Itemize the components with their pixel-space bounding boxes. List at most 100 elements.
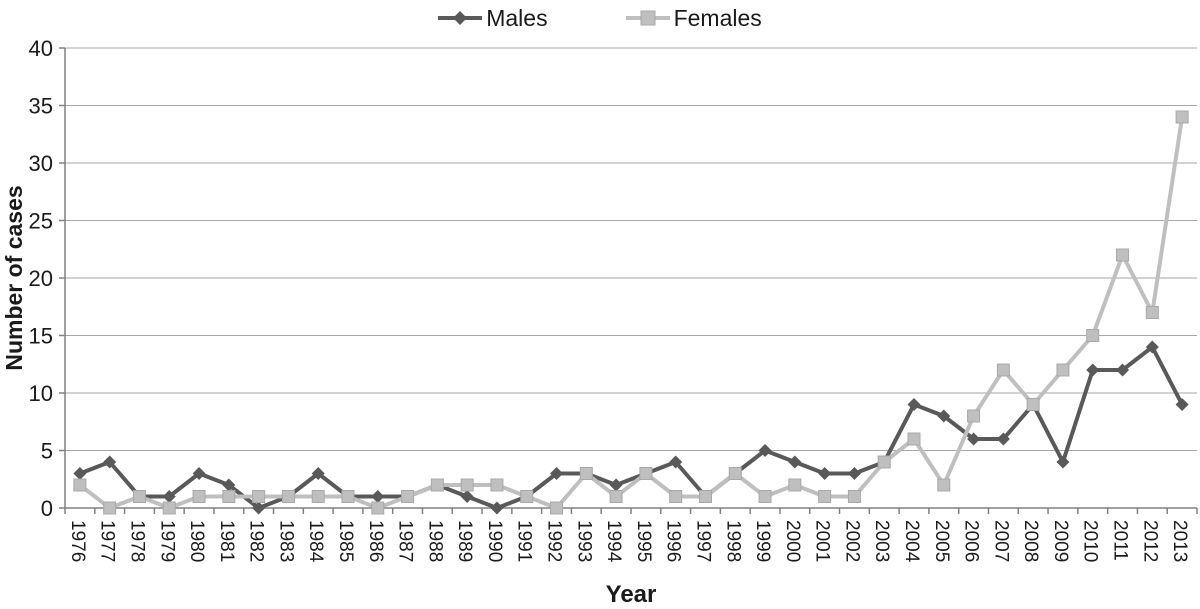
x-tick-label: 1996 (663, 520, 684, 562)
y-axis-title: Number of cases (1, 185, 27, 370)
females-data-point (132, 490, 146, 503)
x-tick-label: 2006 (961, 520, 982, 562)
x-tick-label: 1995 (633, 520, 654, 562)
x-tick-label: 2005 (931, 520, 952, 562)
x-tick-label: 1980 (186, 520, 207, 562)
x-tick-label: 2009 (1050, 520, 1071, 562)
females-data-point (877, 455, 891, 469)
males-marker-icon (438, 11, 483, 25)
x-tick-label: 1983 (275, 520, 296, 562)
males-data-point (758, 444, 772, 457)
x-tick-label: 1990 (484, 520, 505, 562)
males-data-point (490, 501, 504, 515)
females-data-point (1116, 248, 1130, 262)
females-data-point (520, 490, 534, 503)
males-data-point (967, 432, 981, 446)
females-data-point (937, 478, 951, 492)
x-tick-label: 1978 (126, 520, 147, 562)
y-tick-label: 15 (29, 324, 53, 349)
x-tick-label: 2013 (1169, 520, 1190, 562)
females-data-point (550, 501, 564, 515)
females-data-point (490, 478, 504, 492)
x-tick-label: 1998 (722, 520, 743, 562)
females-data-point (192, 490, 206, 503)
females-data-point (401, 490, 415, 503)
females-data-point (281, 490, 295, 503)
females-data-point (728, 467, 742, 480)
x-tick-label: 1992 (544, 520, 565, 562)
males-data-point (73, 467, 87, 480)
legend-item-females: Females (625, 4, 762, 31)
females-data-point (1056, 363, 1070, 377)
females-data-point (103, 501, 117, 515)
x-tick-label: 2002 (841, 520, 862, 562)
males-data-point (996, 432, 1010, 446)
x-tick-label: 2001 (812, 520, 833, 562)
legend-item-males: Males (438, 4, 548, 31)
males-data-point (847, 467, 861, 480)
females-marker-icon (625, 10, 670, 26)
females-data-point (609, 490, 623, 503)
males-data-point (1145, 340, 1159, 354)
x-tick-label: 1993 (573, 520, 594, 562)
females-data-point (758, 490, 772, 503)
females-data-point (907, 432, 921, 446)
x-tick-label: 1982 (246, 520, 267, 562)
males-data-point (162, 490, 176, 503)
y-tick-label: 40 (29, 36, 53, 61)
males-data-point (311, 467, 325, 480)
x-tick-label: 2007 (990, 520, 1011, 562)
x-tick-label: 1981 (216, 520, 237, 562)
females-data-point (788, 478, 802, 492)
males-data-point (669, 455, 683, 469)
y-tick-label: 35 (29, 94, 53, 119)
females-data-point (818, 490, 832, 503)
males-data-point (788, 455, 802, 469)
x-tick-label: 1977 (97, 520, 118, 562)
females-data-point (847, 490, 861, 503)
males-data-point (192, 467, 206, 480)
males-data-point (1116, 363, 1130, 377)
x-tick-label: 2003 (871, 520, 892, 562)
x-axis-title: Year (606, 581, 657, 608)
x-tick-label: 1999 (752, 520, 773, 562)
x-tick-label: 1997 (692, 520, 713, 562)
females-data-point (1086, 329, 1100, 342)
females-data-point (1175, 110, 1189, 124)
males-data-point (103, 455, 117, 469)
y-tick-label: 20 (29, 266, 53, 291)
males-data-point (937, 409, 951, 423)
males-data-point (371, 490, 385, 503)
males-data-point (818, 467, 832, 480)
x-tick-label: 2012 (1139, 520, 1160, 562)
x-tick-label: 2004 (901, 520, 922, 563)
males-data-point (907, 398, 921, 411)
females-data-point (371, 501, 385, 515)
y-tick-label: 5 (41, 439, 53, 464)
x-tick-label: 1976 (67, 520, 88, 562)
legend-label-males: Males (486, 4, 548, 31)
females-data-point (222, 490, 236, 503)
y-tick-label: 30 (29, 151, 53, 176)
y-tick-label: 10 (29, 381, 53, 406)
females-data-point (73, 478, 87, 492)
females-data-point (1026, 398, 1040, 411)
males-data-point (1175, 398, 1189, 411)
males-data-point (1056, 455, 1070, 469)
females-data-point (996, 363, 1010, 377)
females-data-point (252, 490, 266, 503)
legend-label-females: Females (673, 4, 762, 31)
x-tick-label: 1994 (603, 520, 624, 563)
females-data-point (341, 490, 355, 503)
males-data-point (550, 467, 564, 480)
y-tick-label: 25 (29, 209, 53, 234)
x-tick-label: 1984 (305, 520, 326, 563)
x-tick-label: 1986 (365, 520, 386, 562)
x-tick-label: 1988 (424, 520, 445, 562)
females-data-point (639, 467, 653, 480)
y-tick-label: 0 (41, 496, 53, 521)
males-data-point (252, 501, 266, 515)
males-data-point (1086, 363, 1100, 377)
